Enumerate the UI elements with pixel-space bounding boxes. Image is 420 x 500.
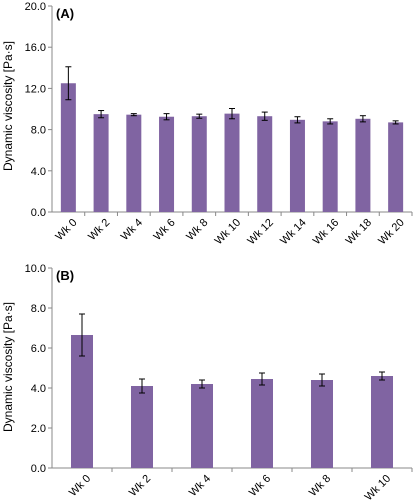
panel-a-y-tick-label: 4.0 [31, 166, 46, 178]
panel-a-category-label: Wk 10 [213, 217, 244, 248]
panel-b-bar [131, 386, 153, 468]
panel-a-category-label: Wk 6 [152, 217, 178, 243]
panel-a-bar [126, 114, 142, 212]
panel-a-category-label: Wk 20 [376, 217, 407, 248]
panel-b-y-tick-label: 6.0 [31, 343, 46, 355]
panel-b-y-tick-label: 2.0 [31, 423, 46, 435]
panel-b-y-tick-label: 10.0 [25, 263, 46, 275]
panel-a-bar [257, 116, 273, 212]
panel-b-bar [71, 335, 93, 468]
panel-b-y-tick-label: 0.0 [31, 463, 46, 475]
panel-b-y-axis-title: Dynamic viscosity [Pa·s] [1, 302, 15, 432]
panel-a-y-tick-label: 8.0 [31, 125, 46, 137]
panel-a-bar [224, 113, 240, 212]
panel-a-category-label: Wk 4 [119, 217, 145, 243]
panel-a-category-label: Wk 0 [53, 217, 79, 243]
panel-a-y-tick-label: 12.0 [25, 83, 46, 95]
panel-b-category-label: Wk 2 [127, 473, 153, 499]
panel-a-category-label: Wk 2 [86, 217, 112, 243]
panel-b-category-label: Wk 6 [247, 473, 273, 499]
panel-a-y-tick-label: 0.0 [31, 207, 46, 219]
panel-a-category-label: Wk 12 [245, 217, 276, 248]
panel-a-bar [322, 121, 338, 212]
panel-a-bar [191, 116, 207, 212]
panel-a-category-label: Wk 18 [344, 217, 375, 248]
panel-b-label: (B) [56, 268, 74, 283]
panel-b-bar [251, 379, 273, 468]
panel-b-y-tick-label: 4.0 [31, 383, 46, 395]
panel-a-bar [60, 83, 76, 212]
panel-b-category-label: Wk 8 [307, 473, 333, 499]
panel-b-bar [311, 380, 333, 468]
panel-b-category-label: Wk 10 [363, 473, 394, 500]
panel-b-bar [191, 384, 213, 468]
panel-a-label: (A) [56, 6, 74, 21]
panel-a-category-label: Wk 8 [184, 217, 210, 243]
panel-b-y-tick-label: 8.0 [31, 303, 46, 315]
panel-b-category-label: Wk 0 [67, 473, 93, 499]
panel-b-bar [371, 376, 393, 468]
panel-a-bar [355, 118, 371, 212]
panel-a-y-axis-title: Dynamic viscosity [Pa·s] [1, 41, 15, 171]
panel-a-y-tick-label: 20.0 [25, 1, 46, 13]
panel-a-category-label: Wk 16 [311, 217, 342, 248]
panel-a-y-tick-label: 16.0 [25, 42, 46, 54]
panel-a-bar [289, 119, 305, 212]
panel-a-bar [159, 116, 175, 212]
panel-a-bar [93, 114, 109, 212]
panel-b-category-label: Wk 4 [187, 473, 213, 499]
panel-a-category-label: Wk 14 [278, 217, 309, 248]
panel-a-bar [388, 122, 404, 212]
